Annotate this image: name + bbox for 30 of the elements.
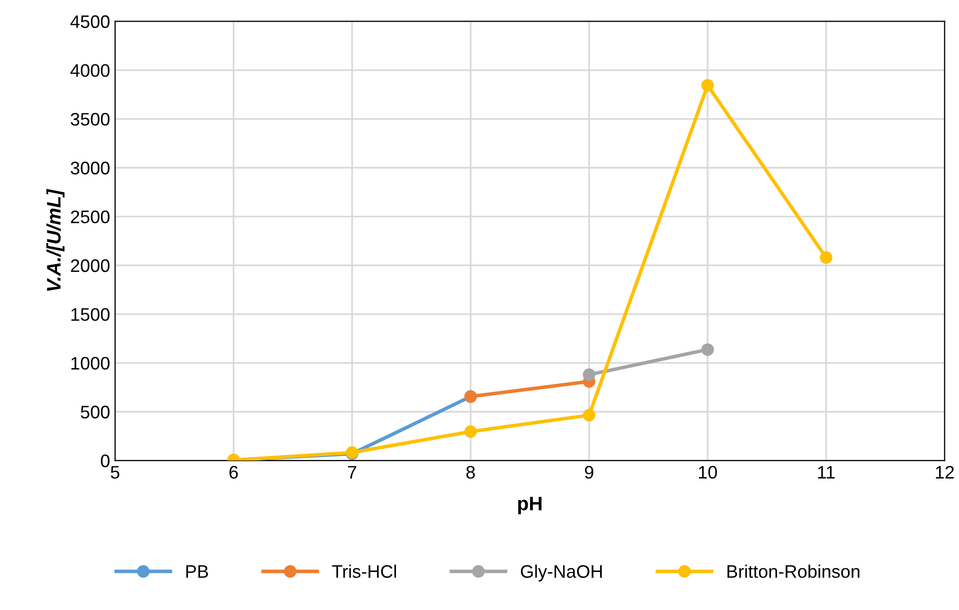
x-axis-title: pH <box>518 496 542 514</box>
y-tick-label: 2500 <box>70 210 110 224</box>
x-tick-label: 7 <box>348 466 356 478</box>
point <box>464 425 477 438</box>
x-tick-label: 10 <box>698 466 717 479</box>
x-tick-label: 9 <box>584 466 594 479</box>
legend-label: Gly-NaOH <box>520 564 602 582</box>
y-tick-label: 2000 <box>70 259 110 272</box>
point <box>820 251 832 264</box>
x-tick-label: 6 <box>229 466 238 479</box>
x-tick-label: 11 <box>818 466 835 478</box>
point <box>701 79 714 92</box>
point <box>582 368 596 381</box>
y-tick-label: 3000 <box>70 162 110 174</box>
y-tick-label: 3500 <box>70 112 110 126</box>
legend-label: PB <box>186 565 208 578</box>
y-axis-title: V.A./[U/mL] <box>46 188 64 291</box>
legend-label: Tris-HCl <box>332 564 396 578</box>
point <box>701 343 714 356</box>
x-tick-label: 8 <box>466 466 475 479</box>
y-tick-label: 4000 <box>70 64 110 77</box>
legend-label: Britton-Robinson <box>728 564 860 578</box>
x-tick-label: 5 <box>110 466 120 479</box>
x-tick-label: 12 <box>936 466 954 478</box>
y-tick-label: 1000 <box>71 356 110 370</box>
point <box>582 408 596 422</box>
y-tick-label: 500 <box>80 406 110 418</box>
y-tick-label: 4500 <box>70 15 110 28</box>
y-tick-label: 1500 <box>71 308 110 321</box>
y-tick-label: 0 <box>100 454 110 468</box>
